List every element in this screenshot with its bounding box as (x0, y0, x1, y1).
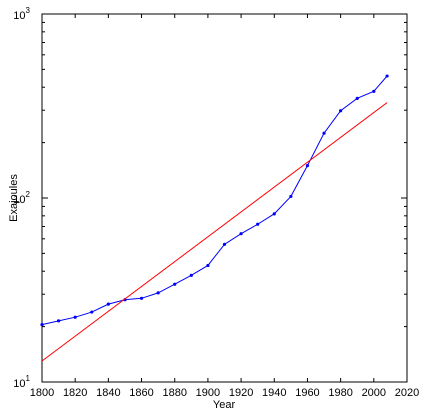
y-tick-base: 10 (13, 378, 25, 390)
x-tick-label: 2020 (395, 387, 419, 399)
data-point (385, 74, 389, 78)
data-point (222, 242, 227, 246)
x-tick-label: 2000 (362, 387, 386, 399)
x-tick-label: 1960 (295, 387, 319, 399)
x-tick-label: 1820 (63, 387, 87, 399)
data-point (90, 310, 94, 314)
data-point (173, 282, 177, 286)
x-tick-label: 1840 (96, 387, 120, 399)
data-point (339, 109, 343, 113)
data-point (56, 319, 61, 323)
data-point (156, 291, 160, 295)
series-layer (40, 74, 389, 362)
data-point (40, 323, 44, 327)
y-tick-label: 103 (13, 6, 30, 22)
data-point (322, 131, 326, 135)
y-axis-label: Exajoules (8, 174, 20, 222)
x-axis-label: Year (213, 399, 236, 411)
x-tick-label: 1900 (196, 387, 220, 399)
y-tick-exponent: 3 (26, 6, 31, 15)
x-tick-label: 1980 (328, 387, 352, 399)
data-point (305, 163, 310, 168)
x-tick-label: 1800 (30, 387, 54, 399)
y-tick-label: 101 (13, 374, 30, 390)
series-line-0 (41, 75, 388, 326)
data-point (289, 194, 293, 199)
data-point (256, 222, 260, 226)
data-point (355, 96, 359, 100)
y-tick-exponent: 2 (26, 190, 31, 199)
x-tick-label: 1920 (229, 387, 253, 399)
x-axis: 1800 1820 1840 1860 1880 1900 1920 1940 1960 1980… (30, 14, 419, 399)
y-tick-exponent: 1 (26, 374, 31, 383)
x-tick-label: 1940 (262, 387, 286, 399)
data-point (372, 89, 376, 93)
data-point (239, 232, 243, 236)
data-point (272, 212, 276, 216)
data-point (73, 315, 77, 319)
series-line-1 (41, 102, 388, 362)
data-point (139, 296, 144, 300)
data-point (106, 302, 110, 306)
y-tick-label: 102 (13, 190, 30, 206)
data-point (206, 263, 210, 268)
plot-area (41, 13, 408, 383)
x-tick-label: 1860 (129, 387, 153, 399)
x-tick-label: 1880 (162, 387, 186, 399)
y-tick-base: 10 (13, 10, 25, 22)
y-tick-base: 10 (13, 194, 25, 206)
data-point (189, 273, 193, 277)
